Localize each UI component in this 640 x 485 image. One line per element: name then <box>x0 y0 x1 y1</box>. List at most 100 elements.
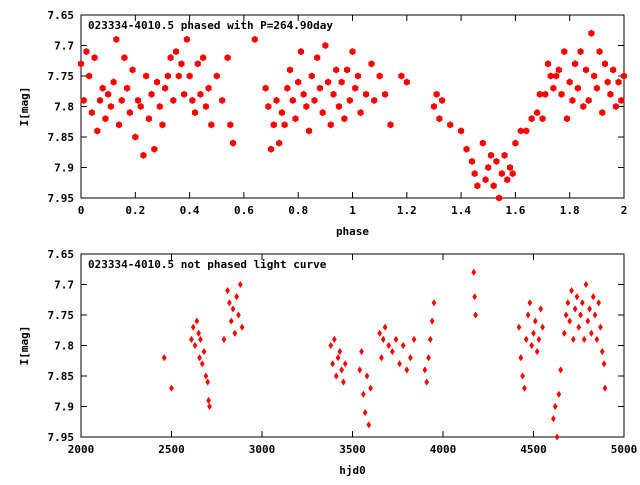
panel-1-data-point <box>205 84 212 92</box>
panel-2-y-axis-label: I[mag] <box>18 326 31 366</box>
panel-2-data-point <box>536 335 542 343</box>
panel-1-data-point <box>596 48 603 56</box>
panel-1-data-point <box>544 60 552 68</box>
panel-1-data-point <box>227 121 234 129</box>
panel-2-data-point <box>364 372 370 380</box>
panel-1-data-point <box>289 96 296 104</box>
panel-2-y-tick-label: 7.7 <box>54 279 74 292</box>
panel-1-data-point <box>102 115 109 123</box>
panel-2-data-point <box>431 299 437 307</box>
panel-2-data-point <box>232 329 238 337</box>
panel-2-data-point <box>570 335 576 343</box>
panel-1-data-point <box>284 84 291 92</box>
panel-2-data-point <box>203 372 209 380</box>
panel-2-data-point <box>192 341 198 350</box>
panel-2-data-point <box>341 378 346 386</box>
panel-2-y-tick-label: 7.9 <box>54 401 74 414</box>
panel-1-data-point <box>153 78 161 86</box>
panel-1-data-point <box>599 109 606 117</box>
panel-1-data-point <box>593 84 600 92</box>
panel-2-data-point <box>333 372 339 380</box>
panel-1-y-tick-label: 7.7 <box>54 40 74 53</box>
panel-1-x-tick-label: 0.2 <box>125 204 145 217</box>
panel-1-data-point <box>300 90 307 98</box>
panel-1-data-point <box>219 96 226 104</box>
panel-1-data-point <box>490 182 497 190</box>
panel-2-x-tick-label: 2500 <box>158 443 185 456</box>
panel-1-data-point <box>601 60 609 68</box>
panel-2-data-point <box>594 335 600 343</box>
panel-1-data-point <box>134 96 142 104</box>
panel-2-data-point <box>598 323 603 331</box>
panel-1-data-point <box>83 48 90 56</box>
panel-1-data-point <box>159 121 166 129</box>
panel-1-data-point <box>498 170 505 178</box>
panel-1-data-point <box>604 78 611 86</box>
panel-2-data-point <box>561 329 567 337</box>
panel-2-data-point <box>198 335 203 343</box>
panel-2-data-point <box>585 317 591 325</box>
panel-1-data-point <box>189 96 196 104</box>
panel-1-x-tick-label: 1 <box>349 204 356 217</box>
panel-2-data-point <box>380 335 386 343</box>
panel-1-data-point <box>281 121 288 129</box>
panel-1-data-point <box>463 145 470 153</box>
panel-2-data-point <box>411 335 417 343</box>
panel-1-data-point <box>357 109 364 117</box>
panel-1-data-point <box>558 90 565 98</box>
panel-2-data-point <box>516 323 522 331</box>
panel-1-data-point <box>140 151 147 159</box>
panel-1-data-point <box>94 127 101 135</box>
panel-1-data-point <box>436 115 443 123</box>
panel-1-data-point <box>273 96 280 104</box>
panel-2-data-point <box>386 341 392 350</box>
panel-2-y-tick-label: 7.75 <box>48 309 75 322</box>
panel-2-data-point <box>556 390 562 398</box>
panel-1-data-point <box>468 157 476 165</box>
panel-1-data-point <box>612 102 619 111</box>
panel-2-x-tick-label: 3000 <box>249 443 276 456</box>
panel-2-data-point <box>360 390 366 398</box>
panel-1-data-point <box>501 151 508 159</box>
panel-1-data-point <box>178 60 185 68</box>
panel-2-data-point <box>169 384 174 392</box>
panel-2-data-point <box>518 354 524 362</box>
panel-1-data-point <box>170 96 177 104</box>
panel-2-data-point <box>161 354 167 362</box>
panel-1-y-tick-label: 7.75 <box>48 70 75 83</box>
panel-1-y-tick-label: 7.65 <box>48 9 75 22</box>
panel-1-data-point <box>585 96 592 104</box>
panel-1-data-point <box>91 54 98 62</box>
panel-1-data-point <box>447 121 454 129</box>
panel-1-data-point <box>349 48 356 56</box>
panel-1-data-point <box>151 145 158 153</box>
panel-2-y-tick-label: 7.8 <box>54 340 74 353</box>
panel-2-data-point <box>194 317 200 325</box>
panel-1-data-point <box>566 78 573 86</box>
panel-1-x-tick-label: 0.6 <box>234 204 254 217</box>
panel-2-x-tick-label: 4000 <box>430 443 457 456</box>
panel-1-data-point <box>213 72 220 80</box>
panel-1-data-point <box>618 96 625 104</box>
panel-2-data-point <box>339 366 345 374</box>
panel-1-data-point <box>208 121 215 129</box>
panel-1-data-point <box>591 72 598 80</box>
panel-1-data-point <box>186 72 193 80</box>
panel-2-data-point <box>472 293 478 301</box>
panel-1-data-point <box>550 84 557 92</box>
panel-1-data-point <box>107 102 114 111</box>
panel-1-data-point <box>542 90 549 98</box>
panel-1-data-point <box>262 84 269 92</box>
panel-1-data-point <box>110 78 117 86</box>
panel-1-data-point <box>512 139 519 147</box>
panel-2-data-point <box>377 329 383 337</box>
panel-1-data-point <box>132 133 139 141</box>
panel-2-data-point <box>525 311 531 319</box>
panel-1-data-point <box>333 66 340 74</box>
panel-2-data-point <box>225 287 230 295</box>
panel-1-data-point <box>181 90 188 98</box>
panel-1-x-axis-label: phase <box>336 225 369 238</box>
panel-2-data-point <box>382 323 388 331</box>
panel-1-data-point <box>403 78 410 86</box>
